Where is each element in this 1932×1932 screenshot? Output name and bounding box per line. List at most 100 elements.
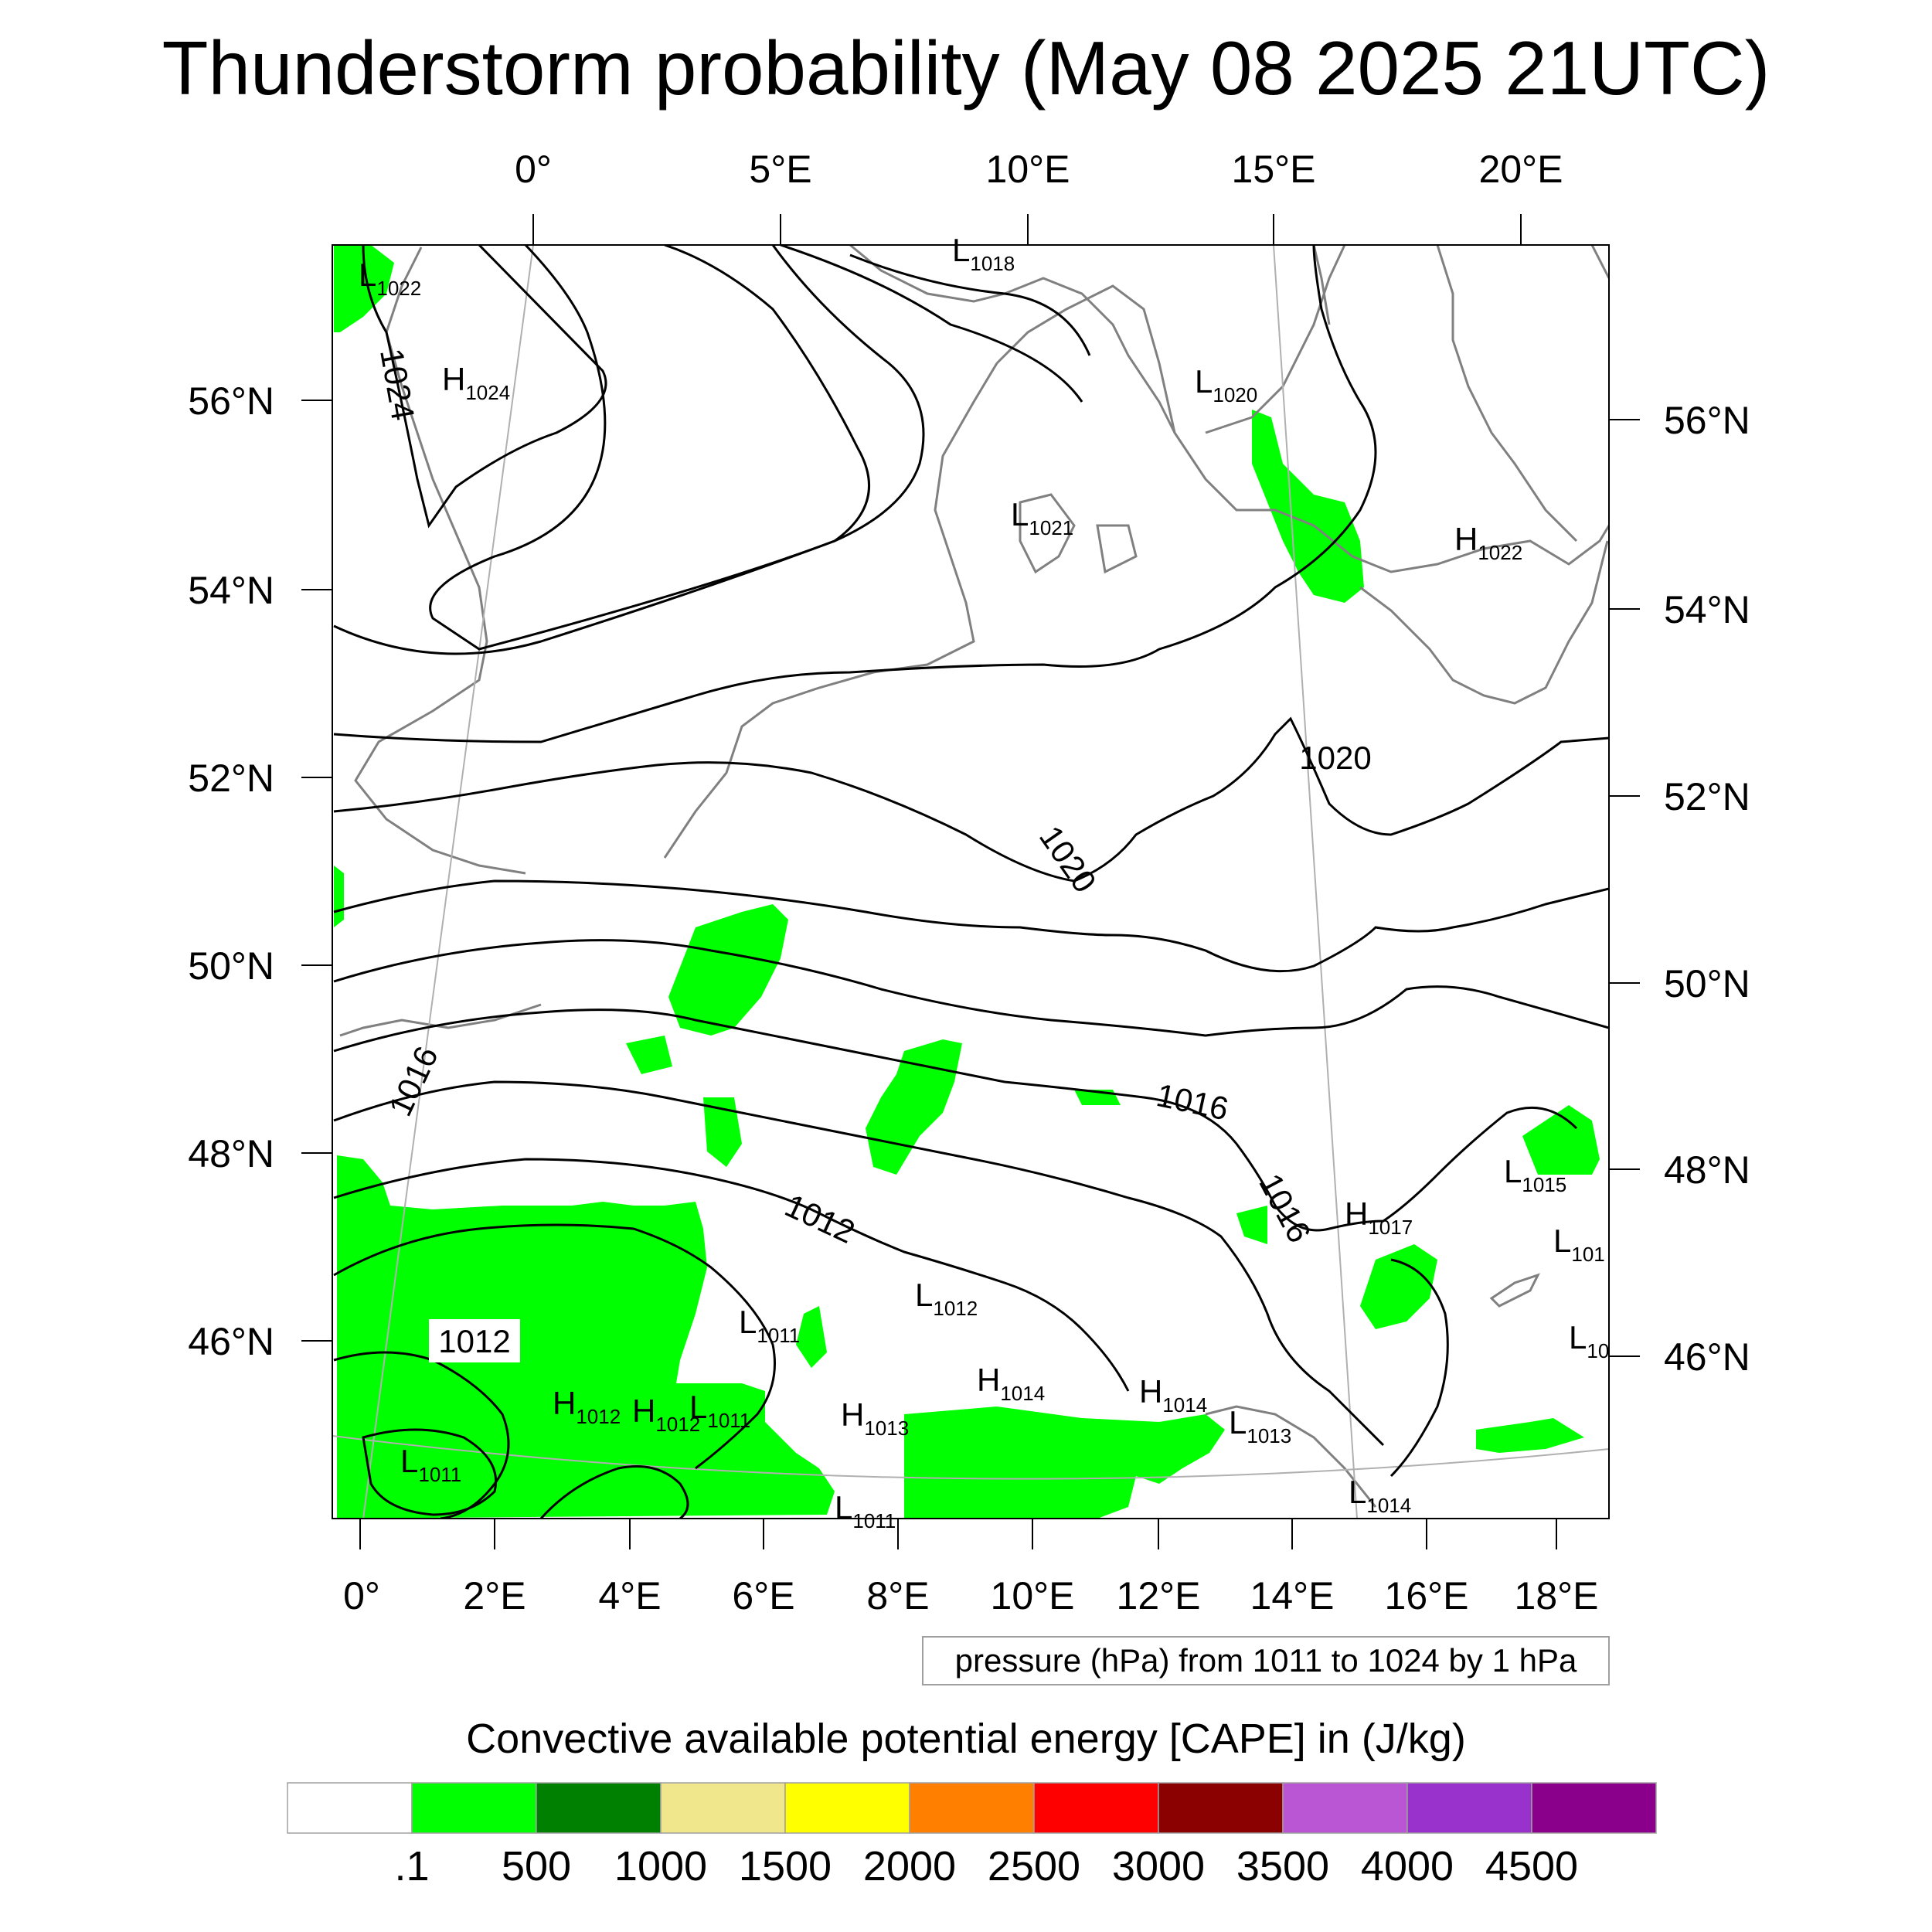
coast-norway bbox=[849, 245, 1176, 434]
isobar-1020 bbox=[333, 245, 1377, 743]
isobar-label: 1020 bbox=[1299, 740, 1371, 776]
bottom-lon-label: 4°E bbox=[598, 1574, 661, 1617]
left-lat-label: 52°N bbox=[188, 757, 274, 800]
cape-area-germany bbox=[668, 904, 788, 1036]
cape-areas bbox=[334, 245, 1600, 1519]
colorbar-tick-label: 2500 bbox=[988, 1843, 1080, 1889]
bottom-lon-label: 10°E bbox=[991, 1574, 1075, 1617]
coastlines bbox=[339, 245, 1609, 1508]
pressure-center-label: L1011 bbox=[835, 1489, 896, 1532]
isobar-1022-outer bbox=[333, 245, 925, 655]
top-lon-label: 15°E bbox=[1232, 148, 1316, 191]
colorbar-tick-label: 4500 bbox=[1485, 1843, 1578, 1889]
right-lat-label: 50°N bbox=[1664, 962, 1750, 1005]
colorbar-tick-label: 3500 bbox=[1236, 1843, 1329, 1889]
figure-title: Thunderstorm probability (May 08 2025 21… bbox=[162, 26, 1770, 111]
bottom-lon-label: 8°E bbox=[866, 1574, 929, 1617]
bottom-lon-label: 12°E bbox=[1117, 1574, 1201, 1617]
bottom-lon-label: 2°E bbox=[463, 1574, 526, 1617]
coast-norway-east bbox=[1312, 245, 1331, 325]
left-lat-label: 50°N bbox=[188, 944, 274, 988]
colorbar-swatch bbox=[1033, 1782, 1159, 1834]
coast-balaton bbox=[1489, 1273, 1540, 1308]
isobars bbox=[333, 245, 1609, 1519]
pressure-center-label: L1020 bbox=[1195, 363, 1257, 406]
top-lon-label: 5°E bbox=[749, 148, 811, 191]
map-frame bbox=[332, 244, 1610, 1519]
bottom-lon-label: 18°E bbox=[1515, 1574, 1599, 1617]
pressure-center-label: H1012 bbox=[553, 1385, 621, 1428]
isobar-1011-sw bbox=[539, 1465, 689, 1519]
tick-marks bbox=[301, 214, 1640, 1549]
colorbar-title: Convective available potential energy [C… bbox=[466, 1716, 1466, 1762]
cape-area-lorraine bbox=[626, 1036, 672, 1074]
pressure-center-label: L1011 bbox=[689, 1389, 750, 1432]
top-lon-label: 20°E bbox=[1479, 148, 1563, 191]
colorbar-swatch bbox=[1406, 1782, 1532, 1834]
isobar-1020-south bbox=[333, 716, 1609, 883]
coast-netherlands bbox=[663, 362, 998, 859]
left-lat-label: 46°N bbox=[188, 1320, 274, 1363]
colorbar-swatch bbox=[784, 1782, 910, 1834]
colorbar-swatch bbox=[1282, 1782, 1408, 1834]
parallel-45n bbox=[332, 1435, 1609, 1480]
pressure-center-label: H1017 bbox=[1345, 1196, 1413, 1239]
pressure-center-label: H1024 bbox=[442, 361, 510, 404]
pressure-center-label: H1014 bbox=[977, 1362, 1045, 1405]
graticule bbox=[332, 245, 1609, 1519]
isobar-east bbox=[1389, 1258, 1449, 1478]
isobar-1024 bbox=[362, 245, 607, 529]
cape-area-scotland bbox=[334, 245, 394, 332]
left-lat-label: 56°N bbox=[188, 379, 274, 423]
top-lon-label: 0° bbox=[515, 148, 552, 191]
isobar-1017 bbox=[333, 1009, 1578, 1232]
map-panel: 0° 5°E 10°E 15°E 20°E 0° 2°E 4°E 6°E 8°E… bbox=[188, 148, 1750, 1617]
cape-area-alps bbox=[904, 1406, 1225, 1519]
pressure-center-label: L1011 bbox=[739, 1304, 800, 1347]
left-lat-label: 54°N bbox=[188, 569, 274, 612]
contour-info-text: pressure (hPa) from 1011 to 1024 by 1 hP… bbox=[955, 1642, 1577, 1679]
colorbar-tick-label: 4000 bbox=[1361, 1843, 1454, 1889]
isobar-1018 bbox=[333, 939, 1609, 1037]
bottom-lon-labels: 0° 2°E 4°E 6°E 8°E 10°E 12°E 14°E 16°E 1… bbox=[343, 1574, 1598, 1617]
pressure-center-label: L1013 bbox=[1229, 1404, 1291, 1447]
right-lat-label: 54°N bbox=[1664, 588, 1750, 631]
coast-britain bbox=[354, 247, 526, 875]
cape-area-sweden bbox=[1252, 410, 1364, 603]
colorbar-tick-label: 1500 bbox=[739, 1843, 832, 1889]
isobar-1013 bbox=[333, 1351, 510, 1519]
bottom-lon-label: 16°E bbox=[1385, 1574, 1469, 1617]
isobar-1022b bbox=[780, 245, 1083, 403]
bottom-lon-label: 14°E bbox=[1250, 1574, 1335, 1617]
colorbar-tick-label: .1 bbox=[394, 1843, 429, 1889]
colorbar-labels: .1 500 1000 1500 2000 2500 3000 3500 4000 4500 bbox=[394, 1843, 1578, 1889]
colorbar-swatch bbox=[1531, 1782, 1657, 1834]
colorbar-tick-label: 1000 bbox=[614, 1843, 707, 1889]
colorbar-swatch bbox=[1158, 1782, 1284, 1834]
pressure-center-label: H1022 bbox=[1454, 521, 1522, 564]
bottom-lon-label: 0° bbox=[343, 1574, 380, 1617]
contour-info: pressure (hPa) from 1011 to 1024 by 1 hP… bbox=[922, 1636, 1610, 1685]
cape-area-channel bbox=[334, 866, 344, 927]
isobar-1015 bbox=[333, 1158, 1130, 1392]
pressure-center-label: H1013 bbox=[841, 1396, 909, 1440]
pressure-center-label: L1021 bbox=[1011, 496, 1073, 539]
pressure-center-label: L1011 bbox=[400, 1443, 461, 1486]
isobar-1012 bbox=[362, 1428, 498, 1516]
pressure-center-label: L1018 bbox=[952, 232, 1015, 275]
isobar-label: 1012 bbox=[438, 1323, 510, 1359]
cape-area-hungary bbox=[1360, 1244, 1437, 1329]
top-lon-labels: 0° 5°E 10°E 15°E 20°E bbox=[515, 148, 1563, 191]
colorbar-swatch bbox=[909, 1782, 1035, 1834]
right-lat-label: 52°N bbox=[1664, 775, 1750, 818]
cape-area-southwest bbox=[337, 1155, 835, 1519]
pressure-center-label: H1012 bbox=[632, 1393, 700, 1436]
isobar-1021 bbox=[849, 253, 1091, 356]
pressure-center-label: L101 bbox=[1553, 1223, 1605, 1266]
cape-area-adriatic bbox=[1476, 1418, 1584, 1453]
pressure-center-label: L1015 bbox=[1504, 1153, 1566, 1196]
colorbar-swatch bbox=[411, 1782, 537, 1834]
pressure-center-label: L10 bbox=[1569, 1319, 1609, 1362]
colorbar-tick-label: 2000 bbox=[863, 1843, 956, 1889]
